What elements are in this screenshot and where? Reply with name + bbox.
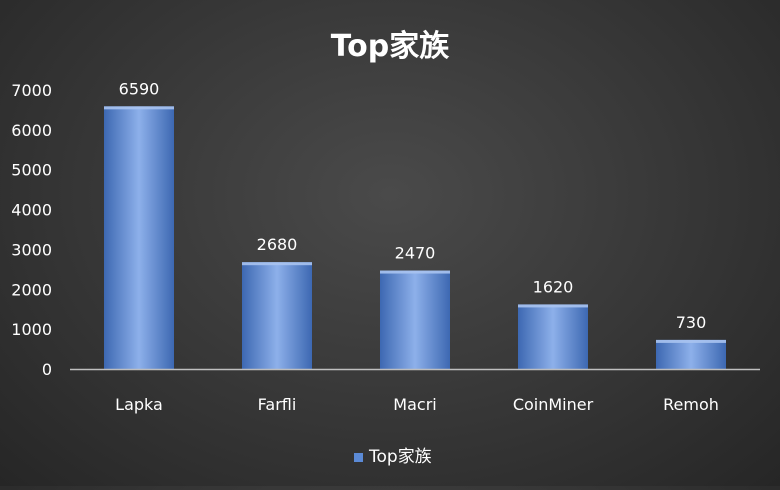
x-tick-label: Lapka xyxy=(115,395,163,414)
data-label: 2680 xyxy=(257,235,298,254)
x-axis: Lapka Farfli Macri CoinMiner Remoh xyxy=(70,368,760,414)
x-tick-label: Farfli xyxy=(258,395,297,414)
y-tick-label: 3000 xyxy=(11,240,52,259)
bar-top-highlight xyxy=(380,270,450,274)
bar-coinminer xyxy=(518,304,588,369)
bar-farfli xyxy=(242,262,312,369)
y-tick-label: 7000 xyxy=(11,81,52,100)
bar-remoh xyxy=(656,339,726,369)
bar-macri xyxy=(380,270,450,369)
y-tick-label: 1000 xyxy=(11,320,52,339)
legend-label: Top家族 xyxy=(368,447,432,467)
y-tick-label: 4000 xyxy=(11,201,52,220)
bars-group: 6590 2680 2470 1620 730 xyxy=(104,79,726,369)
data-label: 1620 xyxy=(533,277,574,296)
y-tick-label: 2000 xyxy=(11,280,52,299)
y-tick-label: 5000 xyxy=(11,161,52,180)
bar-top-highlight xyxy=(242,262,312,266)
y-tick-label: 6000 xyxy=(11,121,52,140)
chart-title: Top家族 xyxy=(331,29,451,64)
bar-top-highlight xyxy=(656,339,726,343)
y-tick-label: 0 xyxy=(42,360,52,379)
y-axis: 0 1000 2000 3000 4000 5000 6000 7000 xyxy=(11,81,52,379)
x-tick-label: Remoh xyxy=(663,395,719,414)
legend-swatch xyxy=(354,453,363,462)
bar-lapka xyxy=(104,106,174,369)
data-label: 6590 xyxy=(119,79,160,98)
legend: Top家族 xyxy=(354,447,432,467)
data-label: 730 xyxy=(676,313,707,332)
x-tick-label: CoinMiner xyxy=(513,395,594,414)
bar-top-highlight xyxy=(104,106,174,110)
bar-top-highlight xyxy=(518,304,588,308)
x-tick-label: Macri xyxy=(393,395,436,414)
data-label: 2470 xyxy=(395,244,436,263)
